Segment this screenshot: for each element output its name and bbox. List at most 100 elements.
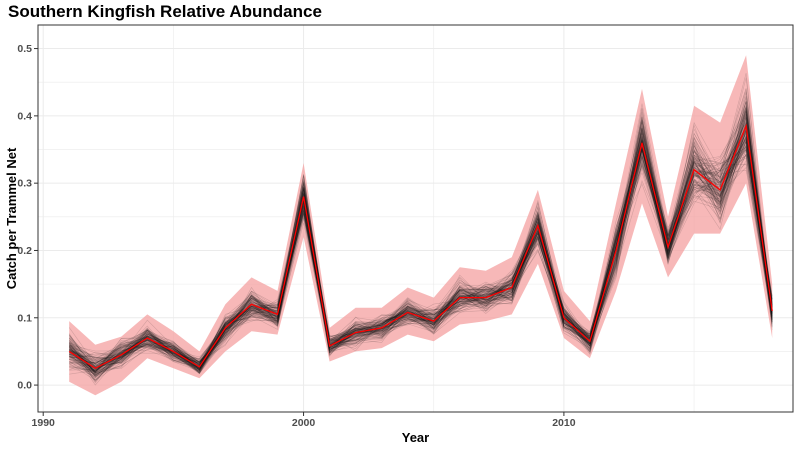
- iteration-line: [69, 109, 773, 371]
- iteration-line: [69, 140, 773, 365]
- iteration-line: [69, 119, 773, 375]
- iteration-line: [68, 129, 773, 376]
- iteration-line: [69, 137, 773, 370]
- iteration-line: [68, 105, 773, 378]
- iteration-line: [69, 135, 773, 372]
- iteration-line: [69, 131, 773, 370]
- iteration-line: [69, 101, 773, 368]
- y-tick-label: 0.2: [17, 245, 32, 257]
- iteration-line: [69, 105, 773, 378]
- iteration-line: [69, 124, 773, 370]
- iteration-line: [69, 125, 773, 379]
- x-tick-label: 1990: [32, 417, 56, 429]
- iteration-line: [69, 132, 773, 367]
- iteration-line: [69, 130, 773, 371]
- iteration-line: [69, 117, 773, 375]
- mean-line-group: [68, 123, 773, 370]
- iteration-line: [68, 73, 773, 368]
- iteration-line: [69, 128, 773, 372]
- iteration-line: [68, 134, 773, 373]
- iteration-line: [69, 132, 773, 376]
- y-tick-label: 0.3: [17, 178, 32, 190]
- iteration-line: [69, 101, 773, 371]
- iteration-line: [68, 147, 773, 374]
- iteration-line: [69, 109, 773, 376]
- iteration-line: [68, 101, 773, 377]
- iteration-line: [69, 129, 773, 374]
- x-axis-title: Year: [402, 430, 429, 445]
- iteration-line: [68, 130, 773, 374]
- iteration-line: [69, 111, 773, 373]
- iteration-line: [69, 77, 773, 372]
- iteration-line: [69, 117, 773, 372]
- iteration-line: [69, 138, 773, 363]
- iteration-line: [69, 103, 773, 364]
- iteration-line: [68, 141, 773, 375]
- iteration-line: [69, 126, 773, 367]
- iteration-line: [68, 96, 773, 377]
- iteration-line: [69, 111, 773, 373]
- iteration-line: [68, 121, 773, 374]
- y-axis-title: Catch per Trammel Net: [4, 147, 19, 289]
- iteration-line: [68, 153, 773, 376]
- iteration-line: [69, 129, 773, 381]
- iteration-line: [69, 127, 773, 368]
- iteration-line: [68, 129, 773, 372]
- iteration-line: [69, 127, 773, 369]
- grid-lines: [38, 25, 793, 412]
- iteration-line: [68, 106, 773, 378]
- iteration-line: [68, 120, 773, 374]
- iteration-line: [68, 146, 773, 386]
- iteration-line: [68, 130, 773, 374]
- iteration-line: [69, 107, 773, 371]
- iteration-line: [69, 130, 773, 370]
- iteration-line: [68, 105, 773, 365]
- iteration-line: [69, 139, 773, 377]
- iteration-line: [68, 138, 773, 375]
- iteration-line: [68, 128, 773, 370]
- iteration-line: [68, 134, 773, 381]
- iteration-line: [69, 136, 773, 373]
- iteration-line: [68, 141, 773, 373]
- x-tick-label: 2010: [552, 417, 576, 429]
- iteration-line: [69, 125, 773, 370]
- iteration-line: [69, 101, 773, 372]
- x-axis-ticks: 1990 2000 2010: [32, 412, 576, 429]
- y-axis-ticks: 0.0 0.1 0.2 0.3 0.4 0.5: [17, 43, 38, 392]
- iteration-line: [69, 121, 773, 372]
- iteration-line: [68, 125, 773, 384]
- y-tick-label: 0.0: [17, 380, 32, 392]
- iteration-line: [69, 107, 773, 366]
- iteration-line: [69, 100, 773, 373]
- iteration-line: [68, 96, 773, 377]
- iteration-line: [69, 112, 773, 364]
- iteration-line: [69, 127, 773, 368]
- iteration-line: [69, 117, 773, 362]
- iteration-line: [69, 113, 773, 367]
- iteration-line: [68, 145, 773, 376]
- iteration-line: [69, 128, 773, 370]
- x-tick-label: 2000: [292, 417, 316, 429]
- iteration-line: [68, 147, 773, 381]
- iteration-line: [69, 131, 773, 369]
- iteration-line: [69, 113, 773, 374]
- iteration-line: [68, 139, 773, 377]
- iteration-line: [69, 117, 773, 370]
- panel-border: [37, 24, 794, 413]
- iteration-line: [69, 88, 773, 364]
- iteration-line: [69, 137, 773, 365]
- iteration-line: [68, 91, 773, 380]
- iteration-line: [69, 126, 773, 372]
- iteration-line: [69, 128, 773, 375]
- y-tick-label: 0.4: [17, 110, 32, 122]
- iteration-line: [68, 125, 773, 378]
- iteration-line: [69, 113, 773, 373]
- y-tick-label: 0.1: [17, 312, 32, 324]
- iteration-line: [69, 116, 773, 371]
- y-tick-label: 0.5: [17, 43, 32, 55]
- chart-title: Southern Kingfish Relative Abundance: [8, 2, 322, 21]
- mean-line: [68, 123, 773, 370]
- iteration-line: [68, 136, 773, 381]
- iteration-line: [69, 144, 773, 372]
